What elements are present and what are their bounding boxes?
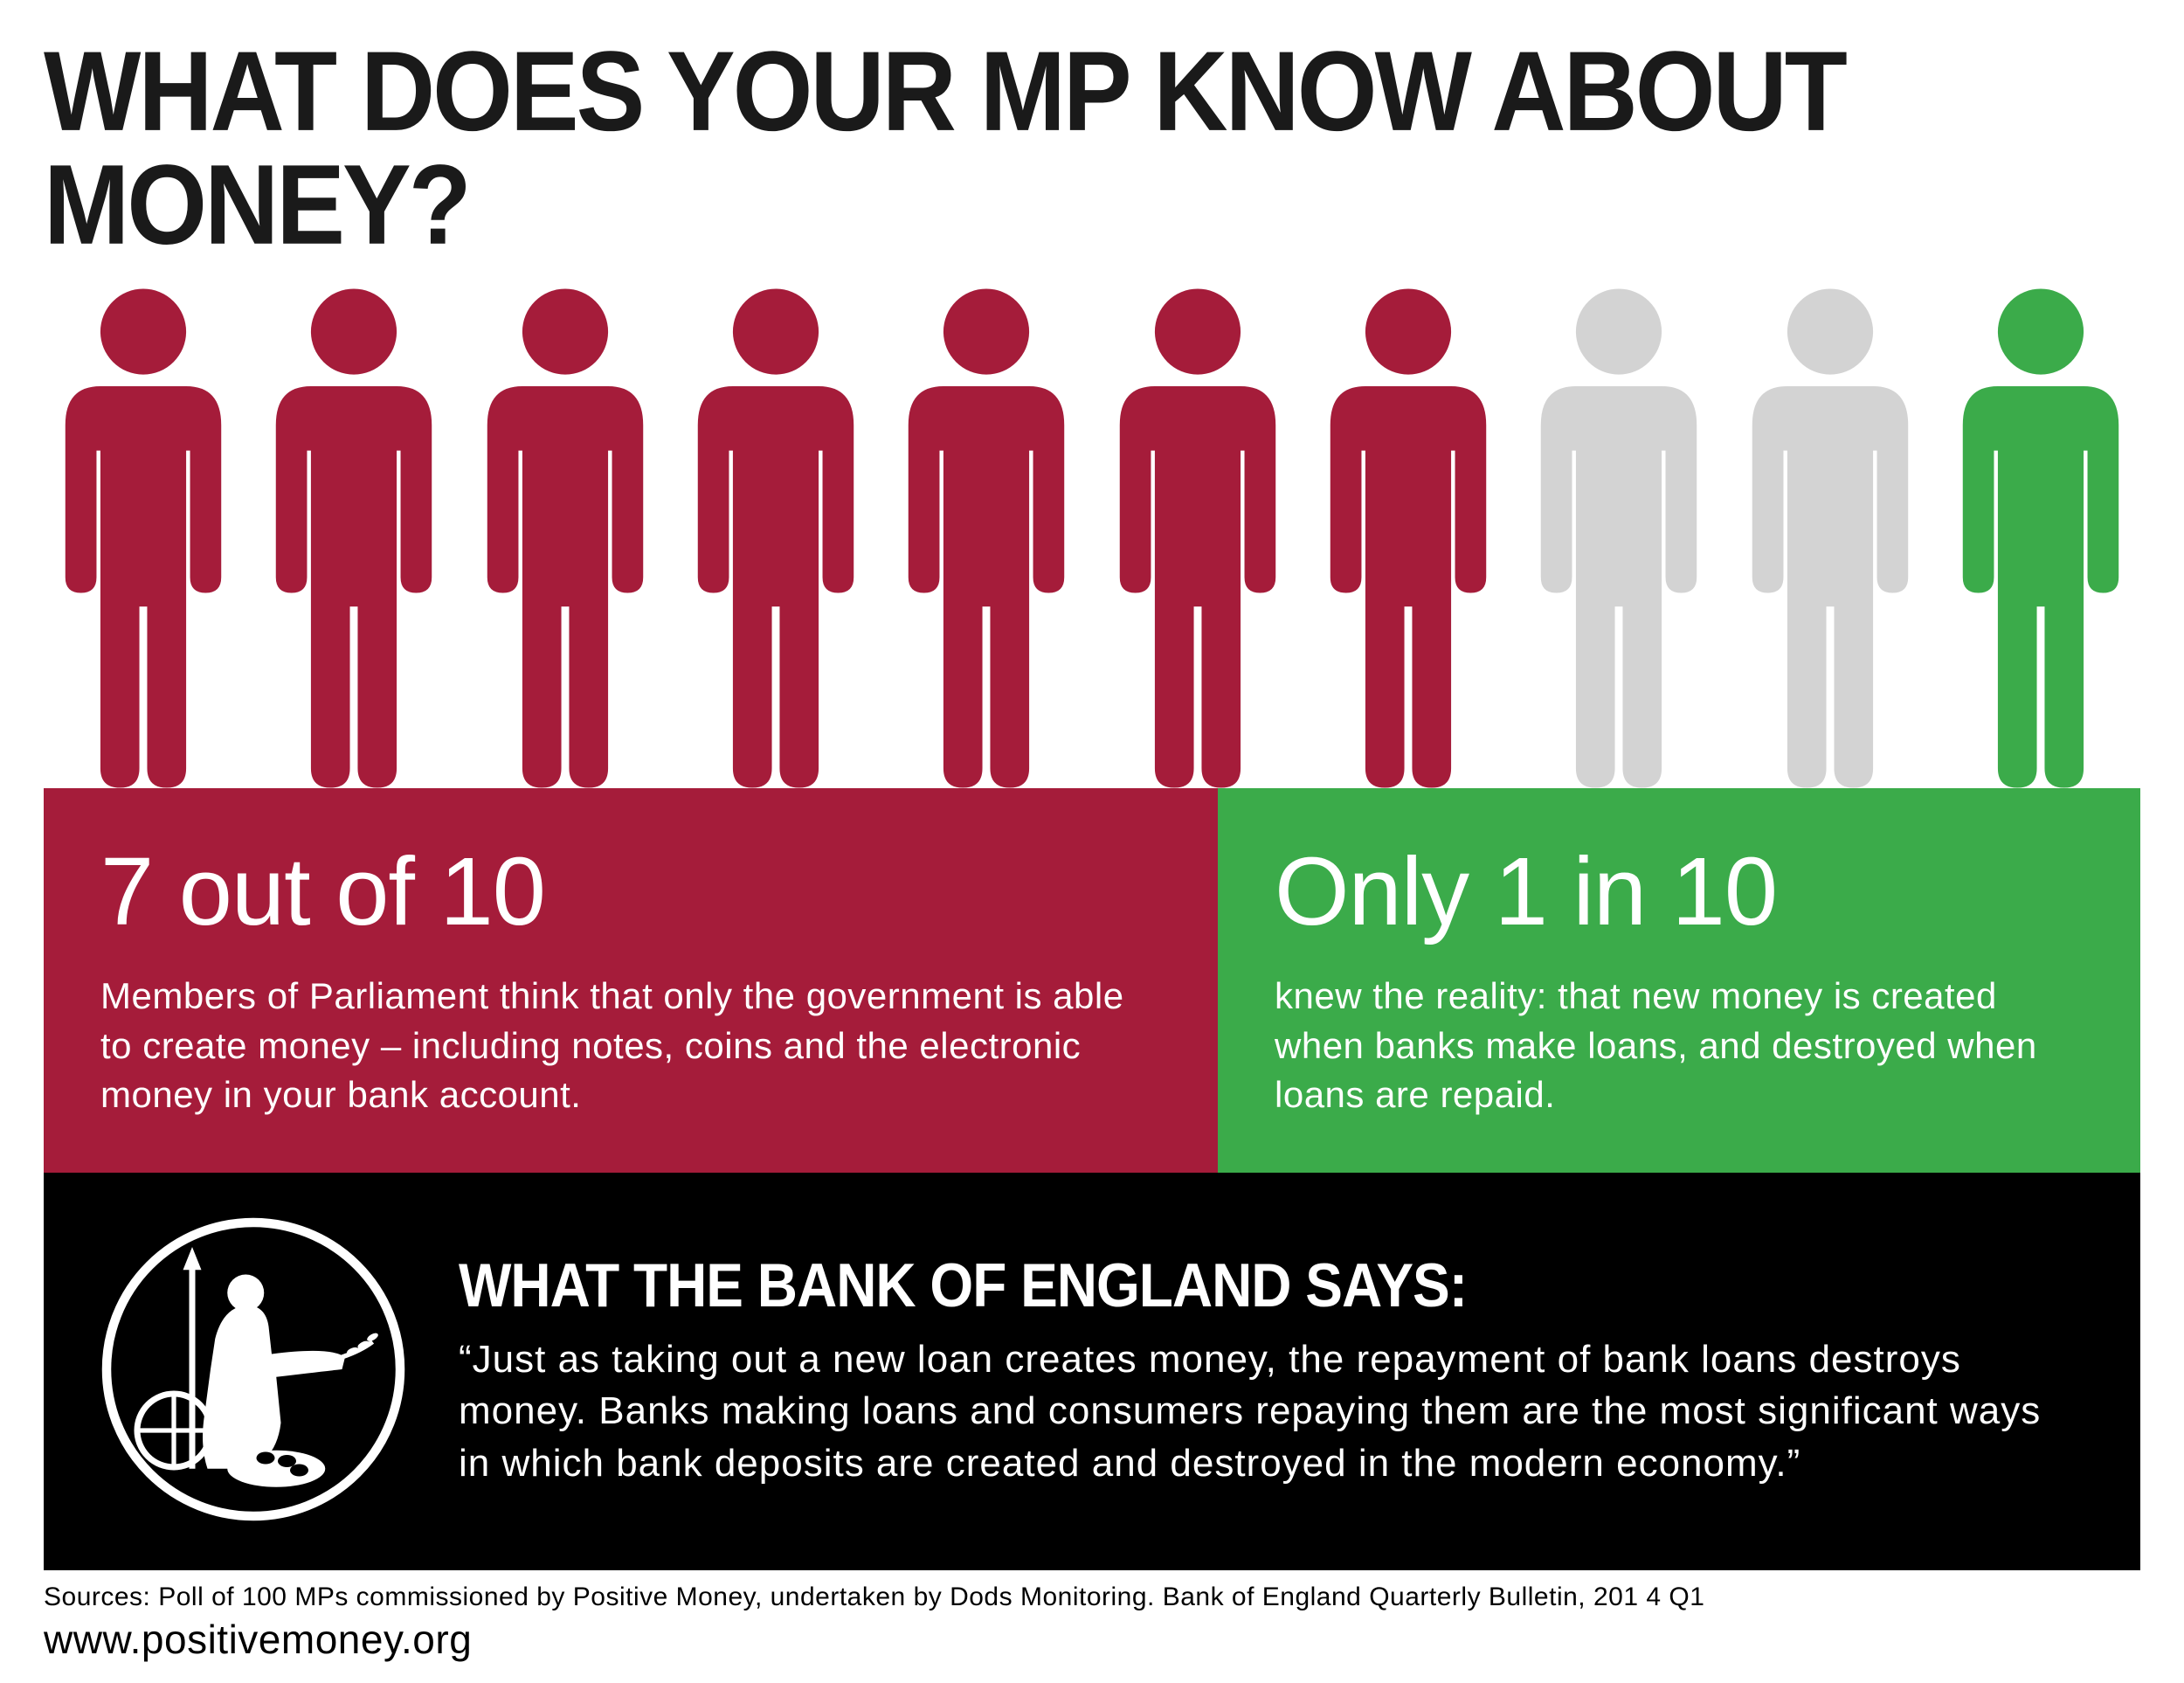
quote-title: WHAT THE BANK OF ENGLAND SAYS: [459, 1250, 2084, 1320]
bank-of-england-seal-icon [100, 1216, 406, 1522]
quote-body: “Just as taking out a new loan creates m… [459, 1333, 2084, 1489]
quote-section: WHAT THE BANK OF ENGLAND SAYS: “Just as … [44, 1173, 2140, 1570]
person-icon [254, 285, 453, 792]
stat-right-body: knew the reality: that new money is crea… [1275, 972, 2084, 1120]
stat-right-headline: Only 1 in 10 [1275, 836, 2084, 947]
stats-row: 7 out of 10 Members of Parliament think … [44, 788, 2140, 1173]
person-icon [44, 285, 243, 792]
person-icon [676, 285, 875, 792]
page-title: WHAT DOES YOUR MP KNOW ABOUT MONEY? [44, 35, 2140, 262]
person-icon [1519, 285, 1718, 792]
stat-left-body: Members of Parliament think that only th… [100, 972, 1161, 1120]
stat-left-headline: 7 out of 10 [100, 836, 1161, 947]
source-url: www.positivemoney.org [44, 1616, 2140, 1663]
person-icon [1309, 285, 1508, 792]
stat-box-right: Only 1 in 10 knew the reality: that new … [1218, 788, 2140, 1173]
stat-box-left: 7 out of 10 Members of Parliament think … [44, 788, 1218, 1173]
person-icon [1731, 285, 1930, 792]
sources-text: Sources: Poll of 100 MPs commissioned by… [44, 1583, 2140, 1612]
footer: Sources: Poll of 100 MPs commissioned by… [0, 1570, 2184, 1663]
people-pictogram-row [44, 267, 2140, 792]
person-icon [466, 285, 665, 792]
person-icon [887, 285, 1086, 792]
person-icon [1098, 285, 1297, 792]
person-icon [1941, 285, 2140, 792]
